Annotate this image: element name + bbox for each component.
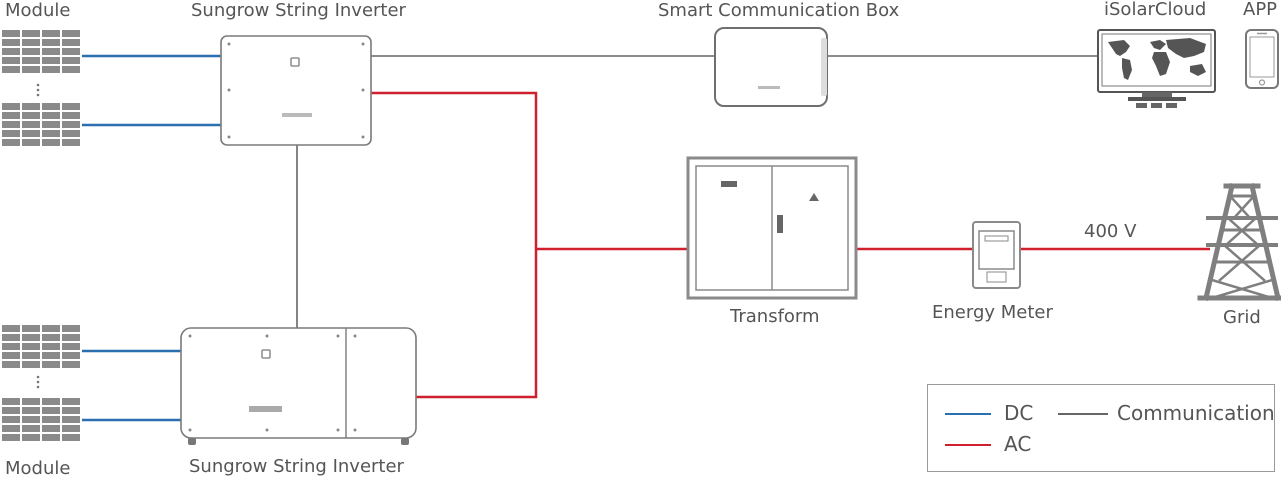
- legend: DC Communication AC: [927, 384, 1275, 472]
- phone-icon: [1245, 29, 1279, 89]
- module-bottom-label: Module: [5, 458, 71, 479]
- communication-lines: [296, 55, 1098, 328]
- world-map-icon: [1108, 38, 1206, 80]
- monitor-icon: [1097, 29, 1216, 108]
- inverter-top-label: Sungrow String Inverter: [191, 0, 406, 21]
- grid-label: Grid: [1223, 307, 1261, 328]
- smart-communication-box: [714, 27, 828, 107]
- module-array-top-1: [2, 30, 80, 73]
- ac-lines: [371, 91, 1210, 399]
- module-top-label: Module: [5, 0, 71, 21]
- inverter-bottom: [180, 327, 417, 445]
- module-array-top-2: [2, 103, 80, 146]
- legend-dc-label: DC: [1004, 401, 1034, 425]
- dc-lines: [82, 54, 221, 422]
- module-array-bottom-2: [2, 398, 80, 441]
- legend-communication-line: [1058, 413, 1108, 415]
- voltage-label: 400 V: [1084, 221, 1137, 242]
- comm-box-label: Smart Communication Box: [658, 0, 900, 21]
- cloud-label: iSolarCloud: [1104, 0, 1207, 20]
- grid-tower-icon: [1197, 182, 1281, 302]
- inverter-top: [220, 35, 372, 146]
- transformer-cabinet: [686, 156, 858, 300]
- meter-label: Energy Meter: [932, 302, 1053, 323]
- legend-dc-line: [945, 413, 991, 415]
- legend-ac-line: [945, 444, 991, 446]
- ellipsis-dots-top: [36, 83, 40, 97]
- energy-meter: [972, 221, 1021, 289]
- module-array-bottom-1: [2, 325, 80, 368]
- transformer-label: Transform: [730, 306, 820, 327]
- app-label: APP: [1243, 0, 1278, 20]
- legend-communication-label: Communication: [1117, 401, 1275, 425]
- legend-ac-label: AC: [1004, 432, 1032, 456]
- inverter-bottom-label: Sungrow String Inverter: [189, 456, 404, 477]
- ellipsis-dots-bottom: [36, 375, 40, 389]
